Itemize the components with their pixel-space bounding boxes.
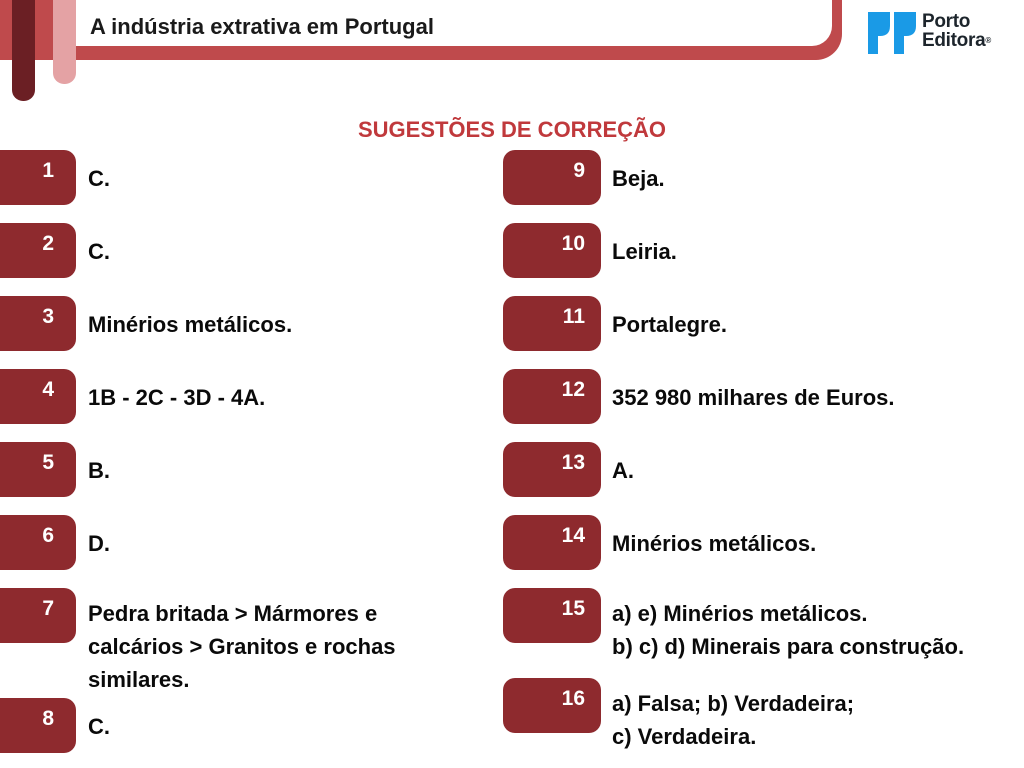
question-number: 15 bbox=[561, 597, 585, 620]
question-number-badge: 14 bbox=[503, 515, 601, 570]
answer-text: a) e) Minérios metálicos. b) c) d) Minera… bbox=[612, 597, 1022, 663]
answer-line: b) c) d) Minerais para construção. bbox=[612, 634, 965, 659]
answer-line: Minérios metálicos. bbox=[612, 531, 817, 556]
question-number-badge: 3 bbox=[0, 296, 76, 351]
question-number-badge: 8 bbox=[0, 698, 76, 753]
page-title: A indústria extrativa em Portugal bbox=[90, 14, 434, 39]
question-number: 1 bbox=[42, 159, 54, 182]
question-number: 10 bbox=[561, 232, 585, 255]
question-number-badge: 1 bbox=[0, 150, 76, 205]
answer-text: D. bbox=[88, 527, 488, 560]
answer-line: A. bbox=[612, 458, 634, 483]
decorative-bar-dark bbox=[12, 0, 35, 101]
question-number: 2 bbox=[42, 232, 54, 255]
answer-text: Leiria. bbox=[612, 235, 1022, 268]
question-number-badge: 7 bbox=[0, 588, 76, 643]
question-number-badge: 15 bbox=[503, 588, 601, 643]
answer-text: C. bbox=[88, 162, 488, 195]
question-number: 14 bbox=[561, 524, 585, 547]
question-number: 13 bbox=[561, 451, 585, 474]
header-title-box bbox=[60, 0, 832, 46]
answer-line: 352 980 milhares de Euros. bbox=[612, 385, 895, 410]
answer-text: Portalegre. bbox=[612, 308, 1022, 341]
question-number-badge: 6 bbox=[0, 515, 76, 570]
question-number-badge: 13 bbox=[503, 442, 601, 497]
answer-line: 1B - 2C - 3D - 4A. bbox=[88, 385, 266, 410]
answer-text: Minérios metálicos. bbox=[88, 308, 488, 341]
decorative-bar-light bbox=[53, 0, 76, 84]
question-number: 3 bbox=[42, 305, 54, 328]
answer-line: C. bbox=[88, 166, 110, 191]
logo-registered-mark: ® bbox=[985, 36, 991, 45]
answer-text: B. bbox=[88, 454, 488, 487]
answer-line: Pedra britada > Mármores e bbox=[88, 601, 378, 626]
question-number: 9 bbox=[573, 159, 585, 182]
question-number-badge: 12 bbox=[503, 369, 601, 424]
answer-line: a) e) Minérios metálicos. bbox=[612, 601, 868, 626]
answer-text: C. bbox=[88, 235, 488, 268]
answer-line: B. bbox=[88, 458, 110, 483]
question-number-badge: 4 bbox=[0, 369, 76, 424]
answer-text: 1B - 2C - 3D - 4A. bbox=[88, 381, 488, 414]
logo-mark-icon bbox=[868, 12, 916, 54]
answer-line: similares. bbox=[88, 667, 190, 692]
logo-line2: Editora bbox=[922, 30, 986, 51]
answer-text: A. bbox=[612, 454, 1022, 487]
answer-line: calcários > Granitos e rochas bbox=[88, 634, 396, 659]
answer-text: Minérios metálicos. bbox=[612, 527, 1022, 560]
question-number: 11 bbox=[562, 305, 585, 328]
question-number: 16 bbox=[561, 687, 585, 710]
answer-text: 352 980 milhares de Euros. bbox=[612, 381, 1022, 414]
question-number: 8 bbox=[42, 707, 54, 730]
question-number-badge: 11 bbox=[503, 296, 601, 351]
question-number-badge: 5 bbox=[0, 442, 76, 497]
question-number: 5 bbox=[42, 451, 54, 474]
question-number: 12 bbox=[561, 378, 585, 401]
question-number-badge: 10 bbox=[503, 223, 601, 278]
question-number-badge: 9 bbox=[503, 150, 601, 205]
question-number: 7 bbox=[42, 597, 54, 620]
question-number: 6 bbox=[42, 524, 54, 547]
answer-line: Minérios metálicos. bbox=[88, 312, 293, 337]
question-number-badge: 16 bbox=[503, 678, 601, 733]
answer-line: D. bbox=[88, 531, 110, 556]
logo-line1: Porto bbox=[922, 11, 971, 32]
answer-line: C. bbox=[88, 714, 110, 739]
answer-text: Pedra britada > Mármores e calcários > Gr… bbox=[88, 597, 488, 696]
answer-line: Leiria. bbox=[612, 239, 677, 264]
answer-text: Beja. bbox=[612, 162, 1022, 195]
answer-text: a) Falsa; b) Verdadeira; c) Verdadeira. bbox=[612, 687, 1022, 753]
answer-line: a) Falsa; b) Verdadeira; bbox=[612, 691, 855, 716]
question-number-badge: 2 bbox=[0, 223, 76, 278]
answer-line: Beja. bbox=[612, 166, 665, 191]
answer-line: Portalegre. bbox=[612, 312, 727, 337]
answer-line: c) Verdadeira. bbox=[612, 724, 757, 749]
question-number: 4 bbox=[42, 378, 54, 401]
answer-text: C. bbox=[88, 710, 488, 743]
answer-line: C. bbox=[88, 239, 110, 264]
section-heading: SUGESTÕES DE CORREÇÃO bbox=[357, 117, 667, 142]
logo-text: Porto Editora® bbox=[922, 12, 1024, 50]
